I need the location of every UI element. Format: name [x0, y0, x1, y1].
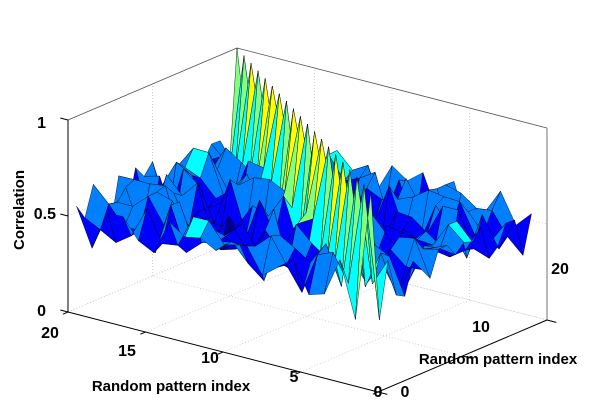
box-edge-top-right: [236, 47, 548, 129]
x-tick-label-2: 10: [201, 350, 219, 367]
z-tick-label-1: 0.5: [34, 206, 56, 223]
x-axis-label: Random pattern index: [92, 378, 251, 395]
z-tick-mark-1: [60, 213, 69, 217]
y-tick-label-0: 0: [401, 384, 410, 401]
y-tick-mark-2: [546, 319, 557, 323]
y-tick-label-1: 10: [472, 319, 490, 336]
y-tick-mark-1: [462, 355, 472, 359]
axes-lines: [60, 117, 557, 395]
z-tick-mark-2: [60, 117, 69, 121]
x-tick-mark-1: [295, 371, 301, 375]
grid-line-floor-x-3: [145, 259, 315, 333]
x-tick-mark-3: [140, 331, 146, 335]
surface-mesh: [76, 47, 532, 320]
grid-line-floor-x-1: [300, 299, 470, 373]
z-tick-label-2: 1: [37, 115, 46, 132]
x-tick-mark-4: [62, 311, 69, 315]
z-axis-label: Correlation: [11, 170, 28, 250]
x-tick-label-3: 15: [118, 343, 136, 360]
x-tick-label-4: 20: [41, 325, 59, 342]
x-tick-label-0: 0: [374, 384, 383, 401]
grid-line-floor-x-2: [222, 279, 393, 353]
z-tick-mark-0: [60, 309, 69, 313]
y-tick-mark-0: [377, 391, 388, 395]
box-edge-top-left: [67, 47, 238, 121]
x-tick-mark-0: [372, 391, 379, 395]
x-tick-label-1: 5: [290, 369, 299, 386]
x-tick-mark-2: [217, 351, 224, 355]
y-tick-label-2: 20: [551, 261, 569, 278]
surface-cell-0-0: [355, 184, 380, 320]
y-axis-label: Random pattern index: [419, 351, 578, 368]
z-tick-label-0: 0: [37, 303, 46, 320]
grid-line-floor-x-4: [67, 239, 238, 313]
